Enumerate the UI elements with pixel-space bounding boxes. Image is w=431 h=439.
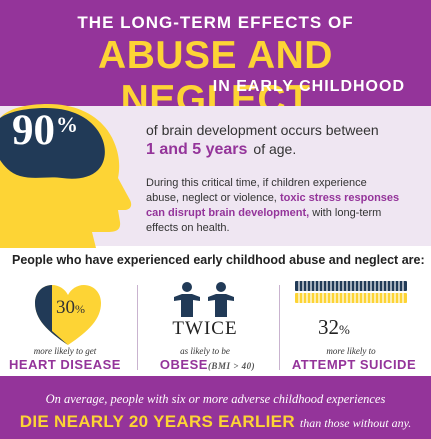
percent-sign: % [56, 112, 78, 137]
years-line-rest: of age. [253, 141, 297, 157]
suicide-label: more likely to [326, 346, 376, 356]
people-grid-icon [295, 279, 407, 305]
footer-tail: than those without any. [299, 416, 412, 430]
obesity-label: as likely to be [180, 346, 230, 356]
para-line-2-highlight: toxic stress responses [279, 192, 400, 204]
brain-development-text: of brain development occurs between [146, 122, 379, 138]
heart-disease-stat: 30% [56, 297, 85, 319]
suicide-stat-unit: % [339, 322, 350, 337]
column-divider [279, 285, 280, 370]
pre-title: THE LONG-TERM EFFECTS OF [77, 13, 354, 32]
heart-disease-stat-value: 30 [56, 297, 75, 318]
para-line-4: effects on health. [146, 222, 230, 234]
obesity-stat: TWICE [172, 318, 238, 339]
footer-line-1: On average, people with six or more adve… [45, 392, 386, 406]
heart-disease-outcome: HEART DISEASE [9, 357, 121, 372]
heart-disease-label: more likely to get [33, 346, 97, 356]
footer-highlight: DIE NEARLY 20 YEARS EARLIER [19, 412, 295, 431]
para-line-3: can disrupt brain development, with long… [146, 206, 411, 221]
years-highlight: 1 and 5 years [146, 141, 248, 158]
para-line-1: During this critical time, if children e… [146, 177, 367, 189]
para-line-2-plain: abuse, neglect or violence, [146, 192, 277, 204]
two-people-icon [174, 282, 234, 317]
suicide-outcome: ATTEMPT SUICIDE [291, 357, 417, 372]
suicide-stat-value: 32 [318, 315, 339, 339]
header-banner: THE LONG-TERM EFFECTS OF ABUSE AND NEGLE… [0, 0, 431, 121]
column-divider [137, 285, 138, 370]
brain-development-stat-value: 90 [12, 107, 55, 154]
obesity-note: (BMI > 40) [207, 361, 256, 371]
head-silhouette-icon [0, 104, 132, 248]
main-title: ABUSE AND NEGLECT [98, 34, 333, 121]
footer-banner: On average, people with six or more adve… [0, 376, 431, 439]
brain-development-stat: 90% [12, 106, 78, 155]
heart-icon [35, 285, 101, 345]
years-line: 1 and 5 years of age. [146, 141, 296, 159]
suicide-stat: 32% [318, 315, 350, 340]
stats-heading: People who have experienced early childh… [12, 253, 425, 267]
heart-disease-stat-unit: % [75, 302, 85, 316]
para-line-3-plain: with long-term [312, 207, 382, 219]
obesity-outcome: OBESE(BMI > 40) [140, 357, 275, 372]
para-line-2: abuse, neglect or violence, toxic stress… [146, 191, 411, 206]
para-line-3-highlight: can disrupt brain development, [146, 207, 310, 219]
footer-line-2: DIE NEARLY 20 YEARS EARLIER than those wi… [0, 412, 431, 432]
post-title: IN EARLY CHILDHOOD [212, 78, 405, 95]
obesity-outcome-text: OBESE [159, 357, 208, 372]
